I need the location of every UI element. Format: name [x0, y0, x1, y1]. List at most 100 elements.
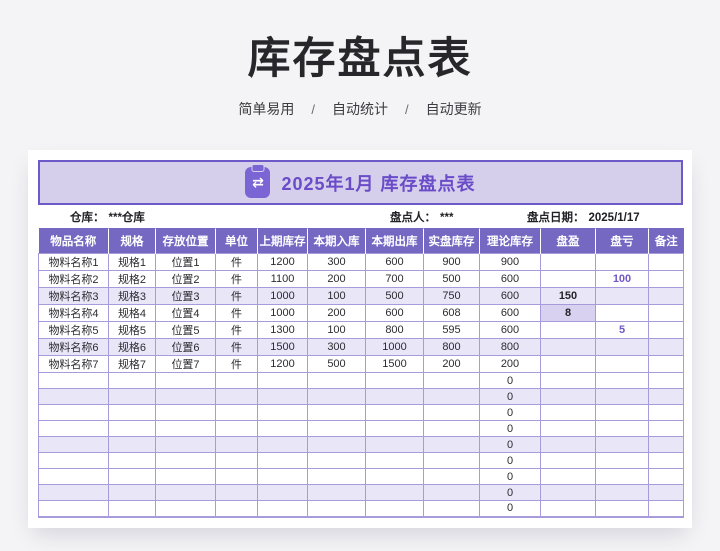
- table-cell[interactable]: 0: [479, 468, 541, 485]
- table-cell[interactable]: 800: [479, 338, 541, 356]
- table-cell[interactable]: [648, 500, 684, 518]
- table-cell[interactable]: [38, 436, 109, 453]
- table-cell[interactable]: [648, 468, 684, 485]
- table-cell[interactable]: 1300: [257, 321, 308, 339]
- table-cell[interactable]: 100: [307, 321, 366, 339]
- table-cell[interactable]: [595, 253, 649, 271]
- table-cell[interactable]: [215, 372, 258, 389]
- table-cell[interactable]: [215, 420, 258, 437]
- counter-field[interactable]: 盘点人： ***: [390, 209, 453, 225]
- column-header[interactable]: 单位: [215, 228, 258, 254]
- table-cell[interactable]: [257, 484, 308, 501]
- table-cell[interactable]: [307, 388, 366, 405]
- table-cell[interactable]: [648, 372, 684, 389]
- table-cell[interactable]: [108, 388, 156, 405]
- table-cell[interactable]: [215, 468, 258, 485]
- table-cell[interactable]: 规格3: [108, 287, 156, 305]
- table-cell[interactable]: 800: [423, 338, 480, 356]
- table-cell[interactable]: [307, 420, 366, 437]
- table-cell[interactable]: [648, 404, 684, 421]
- table-cell[interactable]: [155, 500, 216, 518]
- column-header[interactable]: 盘亏: [595, 228, 649, 254]
- table-cell[interactable]: [155, 420, 216, 437]
- table-cell[interactable]: 物料名称5: [38, 321, 109, 339]
- date-value[interactable]: 2025/1/17: [588, 212, 640, 224]
- table-cell[interactable]: [155, 468, 216, 485]
- counter-value[interactable]: ***: [440, 212, 454, 224]
- table-cell[interactable]: [307, 484, 366, 501]
- table-cell[interactable]: [648, 452, 684, 469]
- table-cell[interactable]: 1000: [365, 338, 424, 356]
- table-cell[interactable]: [365, 452, 424, 469]
- table-cell[interactable]: 500: [423, 270, 480, 288]
- table-cell[interactable]: [155, 436, 216, 453]
- table-cell[interactable]: [108, 484, 156, 501]
- table-cell[interactable]: [38, 452, 109, 469]
- table-cell[interactable]: [540, 404, 596, 421]
- column-header[interactable]: 本期入库: [307, 228, 366, 254]
- table-cell[interactable]: [648, 388, 684, 405]
- table-cell[interactable]: 位置6: [155, 338, 216, 356]
- table-cell[interactable]: [257, 452, 308, 469]
- table-cell[interactable]: 规格4: [108, 304, 156, 322]
- table-cell[interactable]: [365, 388, 424, 405]
- table-cell[interactable]: [648, 304, 684, 322]
- table-cell[interactable]: [307, 468, 366, 485]
- table-cell[interactable]: [540, 355, 596, 373]
- table-cell[interactable]: 800: [365, 321, 424, 339]
- table-cell[interactable]: [38, 404, 109, 421]
- table-cell[interactable]: 1100: [257, 270, 308, 288]
- table-cell[interactable]: [595, 420, 649, 437]
- table-cell[interactable]: [38, 420, 109, 437]
- table-cell[interactable]: [108, 372, 156, 389]
- column-header[interactable]: 备注: [648, 228, 684, 254]
- table-cell[interactable]: 0: [479, 388, 541, 405]
- warehouse-value[interactable]: ***仓库: [108, 212, 145, 224]
- table-cell[interactable]: [648, 338, 684, 356]
- table-cell[interactable]: 物料名称4: [38, 304, 109, 322]
- table-cell[interactable]: 600: [365, 253, 424, 271]
- table-cell[interactable]: [423, 372, 480, 389]
- table-cell[interactable]: 1000: [257, 304, 308, 322]
- table-cell[interactable]: [38, 372, 109, 389]
- table-cell[interactable]: 600: [479, 304, 541, 322]
- table-cell[interactable]: [595, 436, 649, 453]
- table-cell[interactable]: 规格7: [108, 355, 156, 373]
- table-cell[interactable]: [365, 420, 424, 437]
- table-cell[interactable]: [540, 468, 596, 485]
- table-cell[interactable]: 1000: [257, 287, 308, 305]
- table-cell[interactable]: [307, 404, 366, 421]
- table-cell[interactable]: 0: [479, 484, 541, 501]
- table-cell[interactable]: 件: [215, 338, 258, 356]
- table-cell[interactable]: [540, 452, 596, 469]
- table-cell[interactable]: 200: [307, 270, 366, 288]
- table-cell[interactable]: 0: [479, 420, 541, 437]
- table-cell[interactable]: [595, 304, 649, 322]
- table-cell[interactable]: [108, 468, 156, 485]
- table-cell[interactable]: [423, 500, 480, 518]
- table-cell[interactable]: 500: [365, 287, 424, 305]
- table-cell[interactable]: [155, 388, 216, 405]
- table-cell[interactable]: [648, 287, 684, 305]
- column-header[interactable]: 存放位置: [155, 228, 216, 254]
- table-cell[interactable]: 0: [479, 372, 541, 389]
- table-cell[interactable]: [540, 321, 596, 339]
- table-cell[interactable]: 595: [423, 321, 480, 339]
- table-cell[interactable]: 件: [215, 304, 258, 322]
- table-cell[interactable]: 1200: [257, 253, 308, 271]
- table-cell[interactable]: 位置2: [155, 270, 216, 288]
- table-cell[interactable]: 位置5: [155, 321, 216, 339]
- table-cell[interactable]: [257, 436, 308, 453]
- table-cell[interactable]: [215, 436, 258, 453]
- table-cell[interactable]: [540, 388, 596, 405]
- table-cell[interactable]: [423, 484, 480, 501]
- table-cell[interactable]: [38, 484, 109, 501]
- table-cell[interactable]: 位置4: [155, 304, 216, 322]
- table-cell[interactable]: [307, 500, 366, 518]
- table-cell[interactable]: 件: [215, 355, 258, 373]
- table-cell[interactable]: [108, 452, 156, 469]
- warehouse-field[interactable]: 仓库： ***仓库: [70, 209, 145, 225]
- table-cell[interactable]: [215, 404, 258, 421]
- table-cell[interactable]: [257, 388, 308, 405]
- column-header[interactable]: 物品名称: [38, 228, 109, 254]
